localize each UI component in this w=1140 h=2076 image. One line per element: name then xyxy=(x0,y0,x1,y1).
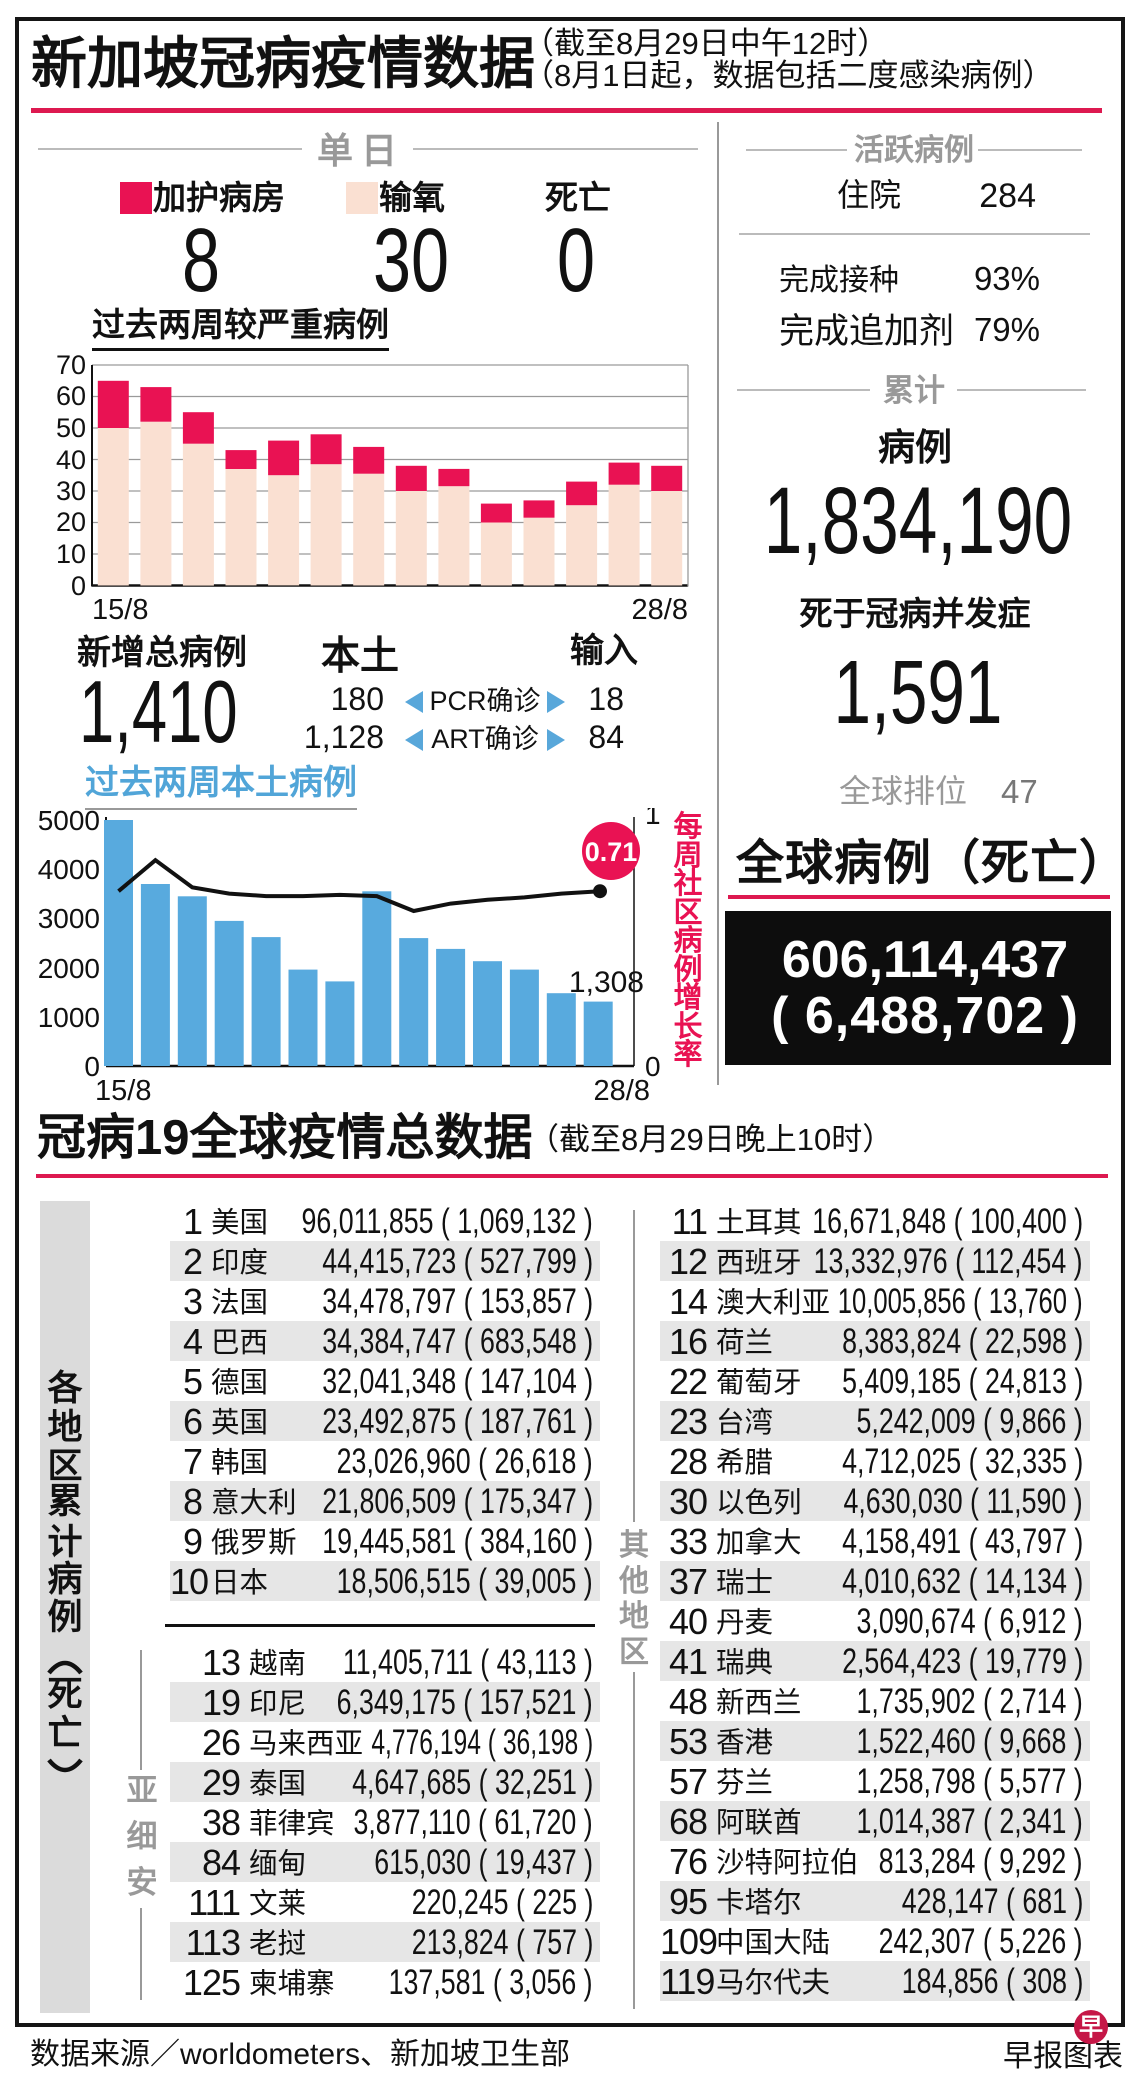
svg-text:10: 10 xyxy=(56,539,86,569)
svg-text:1000: 1000 xyxy=(38,1002,100,1033)
svg-text:4000: 4000 xyxy=(38,854,100,885)
svg-text:28/8: 28/8 xyxy=(594,1075,650,1107)
svg-text:5000: 5000 xyxy=(38,808,100,836)
svg-text:50: 50 xyxy=(56,413,86,443)
svg-text:15/8: 15/8 xyxy=(95,1075,151,1107)
svg-text:2000: 2000 xyxy=(38,953,100,984)
svg-text:3000: 3000 xyxy=(38,903,100,934)
svg-text:0: 0 xyxy=(71,571,86,601)
svg-text:0.71: 0.71 xyxy=(585,837,638,867)
svg-text:60: 60 xyxy=(56,381,86,411)
svg-text:20: 20 xyxy=(56,507,86,537)
svg-text:0: 0 xyxy=(645,1051,661,1082)
svg-text:1: 1 xyxy=(645,808,661,830)
svg-text:1,308: 1,308 xyxy=(569,966,644,999)
svg-text:70: 70 xyxy=(56,355,86,380)
svg-text:28/8: 28/8 xyxy=(632,594,688,626)
svg-text:30: 30 xyxy=(56,476,86,506)
svg-text:40: 40 xyxy=(56,445,86,475)
svg-text:15/8: 15/8 xyxy=(92,594,148,626)
svg-text:0: 0 xyxy=(84,1051,100,1082)
